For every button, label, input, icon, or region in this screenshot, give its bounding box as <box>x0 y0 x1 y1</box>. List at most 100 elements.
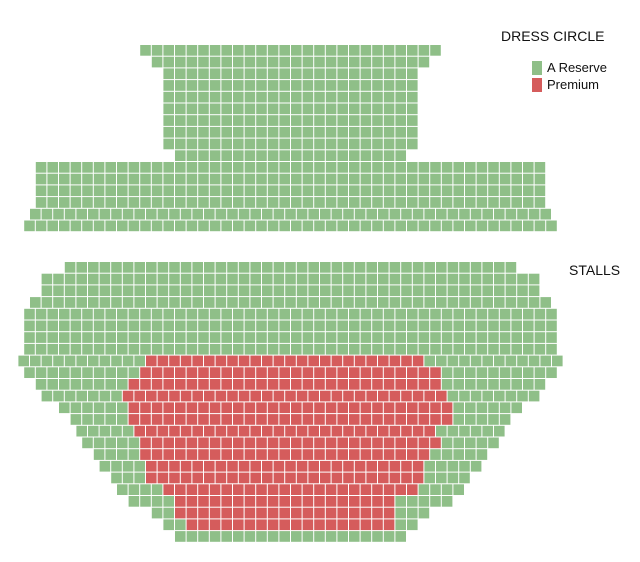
a-reserve-seat[interactable] <box>476 414 488 425</box>
a-reserve-seat[interactable] <box>418 185 430 197</box>
a-reserve-seat[interactable] <box>30 355 41 367</box>
a-reserve-seat[interactable] <box>476 173 488 185</box>
a-reserve-seat[interactable] <box>354 273 366 285</box>
a-reserve-seat[interactable] <box>407 343 418 355</box>
premium-seat[interactable] <box>314 367 325 378</box>
premium-seat[interactable] <box>180 472 192 484</box>
a-reserve-seat[interactable] <box>93 367 105 378</box>
a-reserve-seat[interactable] <box>470 460 482 472</box>
a-reserve-seat[interactable] <box>395 138 406 150</box>
premium-seat[interactable] <box>407 402 418 414</box>
a-reserve-seat[interactable] <box>186 150 198 161</box>
a-reserve-seat[interactable] <box>488 173 499 185</box>
a-reserve-seat[interactable] <box>244 162 256 173</box>
a-reserve-seat[interactable] <box>204 285 215 297</box>
premium-seat[interactable] <box>337 402 348 414</box>
premium-seat[interactable] <box>198 496 209 507</box>
a-reserve-seat[interactable] <box>540 208 551 220</box>
a-reserve-seat[interactable] <box>175 332 186 343</box>
a-reserve-seat[interactable] <box>453 484 464 495</box>
a-reserve-seat[interactable] <box>418 173 430 185</box>
a-reserve-seat[interactable] <box>76 262 87 273</box>
premium-seat[interactable] <box>244 437 256 449</box>
a-reserve-seat[interactable] <box>436 273 447 285</box>
a-reserve-seat[interactable] <box>523 379 534 390</box>
premium-seat[interactable] <box>209 449 221 460</box>
a-reserve-seat[interactable] <box>314 80 325 91</box>
a-reserve-seat[interactable] <box>198 56 209 68</box>
a-reserve-seat[interactable] <box>314 343 325 355</box>
a-reserve-seat[interactable] <box>233 320 244 332</box>
premium-seat[interactable] <box>308 390 319 402</box>
a-reserve-seat[interactable] <box>47 162 58 173</box>
premium-seat[interactable] <box>314 496 325 507</box>
premium-seat[interactable] <box>383 379 395 390</box>
a-reserve-seat[interactable] <box>349 308 360 320</box>
premium-seat[interactable] <box>186 507 198 519</box>
a-reserve-seat[interactable] <box>35 220 47 232</box>
premium-seat[interactable] <box>296 460 308 472</box>
a-reserve-seat[interactable] <box>175 115 186 126</box>
a-reserve-seat[interactable] <box>30 208 41 220</box>
a-reserve-seat[interactable] <box>105 220 116 232</box>
a-reserve-seat[interactable] <box>279 343 290 355</box>
a-reserve-seat[interactable] <box>117 402 128 414</box>
a-reserve-seat[interactable] <box>349 332 360 343</box>
premium-seat[interactable] <box>163 379 174 390</box>
a-reserve-seat[interactable] <box>47 220 58 232</box>
premium-seat[interactable] <box>337 414 348 425</box>
premium-seat[interactable] <box>285 390 296 402</box>
premium-seat[interactable] <box>343 425 354 437</box>
a-reserve-seat[interactable] <box>470 390 482 402</box>
premium-seat[interactable] <box>163 367 174 378</box>
a-reserve-seat[interactable] <box>337 80 348 91</box>
a-reserve-seat[interactable] <box>325 80 337 91</box>
a-reserve-seat[interactable] <box>372 308 383 320</box>
a-reserve-seat[interactable] <box>465 320 476 332</box>
premium-seat[interactable] <box>331 472 343 484</box>
a-reserve-seat[interactable] <box>453 367 464 378</box>
a-reserve-seat[interactable] <box>296 262 308 273</box>
premium-seat[interactable] <box>395 484 406 495</box>
a-reserve-seat[interactable] <box>465 220 476 232</box>
premium-seat[interactable] <box>180 460 192 472</box>
a-reserve-seat[interactable] <box>24 308 35 320</box>
a-reserve-seat[interactable] <box>395 150 406 161</box>
a-reserve-seat[interactable] <box>436 460 447 472</box>
premium-seat[interactable] <box>331 425 343 437</box>
a-reserve-seat[interactable] <box>395 531 406 542</box>
a-reserve-seat[interactable] <box>372 68 383 80</box>
a-reserve-seat[interactable] <box>465 367 476 378</box>
premium-seat[interactable] <box>209 367 221 378</box>
a-reserve-seat[interactable] <box>511 197 522 208</box>
a-reserve-seat[interactable] <box>476 220 488 232</box>
a-reserve-seat[interactable] <box>82 414 93 425</box>
premium-seat[interactable] <box>407 484 418 495</box>
a-reserve-seat[interactable] <box>511 402 522 414</box>
a-reserve-seat[interactable] <box>64 273 76 285</box>
a-reserve-seat[interactable] <box>140 45 151 56</box>
a-reserve-seat[interactable] <box>209 150 221 161</box>
a-reserve-seat[interactable] <box>53 285 64 297</box>
a-reserve-seat[interactable] <box>209 185 221 197</box>
a-reserve-seat[interactable] <box>117 320 128 332</box>
premium-seat[interactable] <box>192 425 203 437</box>
a-reserve-seat[interactable] <box>59 162 70 173</box>
premium-seat[interactable] <box>140 437 151 449</box>
a-reserve-seat[interactable] <box>198 126 209 138</box>
premium-seat[interactable] <box>198 449 209 460</box>
a-reserve-seat[interactable] <box>262 262 273 273</box>
a-reserve-seat[interactable] <box>186 220 198 232</box>
a-reserve-seat[interactable] <box>279 308 290 320</box>
a-reserve-seat[interactable] <box>59 367 70 378</box>
a-reserve-seat[interactable] <box>117 367 128 378</box>
a-reserve-seat[interactable] <box>233 45 244 56</box>
premium-seat[interactable] <box>238 460 250 472</box>
a-reserve-seat[interactable] <box>511 343 522 355</box>
a-reserve-seat[interactable] <box>198 197 209 208</box>
a-reserve-seat[interactable] <box>35 173 47 185</box>
a-reserve-seat[interactable] <box>430 332 441 343</box>
a-reserve-seat[interactable] <box>186 56 198 68</box>
premium-seat[interactable] <box>349 496 360 507</box>
premium-seat[interactable] <box>186 379 198 390</box>
